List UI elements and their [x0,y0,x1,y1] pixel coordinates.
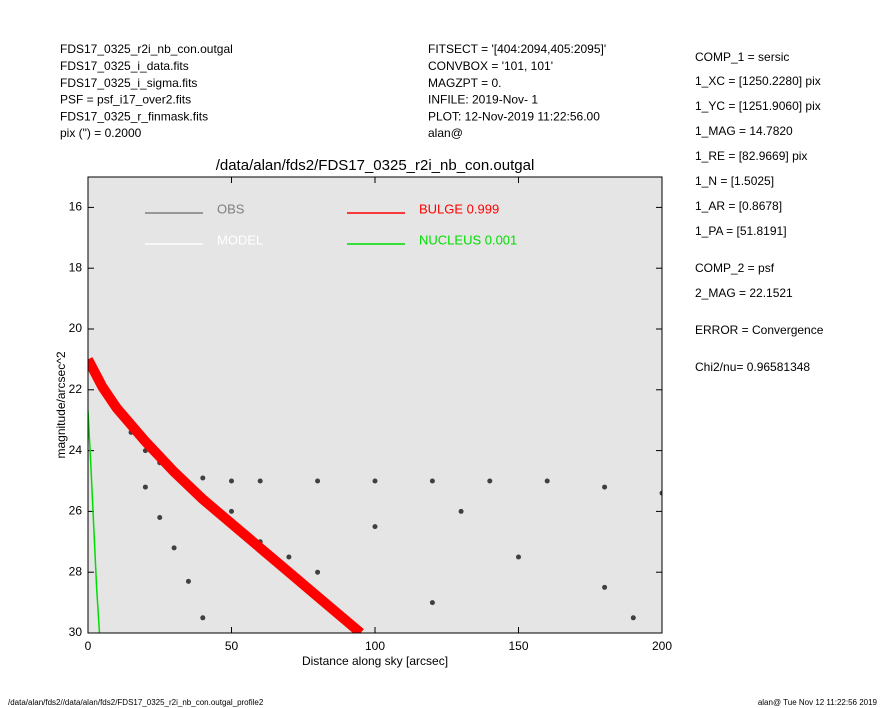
obs-point [229,478,234,484]
fit-parameter: 1_AR = [0.8678] [695,199,782,213]
header-line: CONVBOX = '101, 101' [428,59,553,73]
obs-point [429,478,435,484]
obs-point [630,615,636,621]
fit-parameter: 1_YC = [1251.9060] pix [695,99,821,113]
plot-area [88,177,662,633]
x-tick-label: 100 [365,639,385,653]
obs-point [257,478,263,484]
obs-point [659,490,662,496]
header-line: pix (") = 0.2000 [60,126,142,140]
obs-point [544,478,550,484]
obs-point [458,508,464,514]
x-tick-label: 0 [85,639,92,653]
bulge-profile [88,357,364,633]
chart-title: /data/alan/fds2/FDS17_0325_r2i_nb_con.ou… [216,157,535,174]
y-axis-label: magnitude/arcsec^2 [54,351,68,458]
x-tick-label: 150 [508,639,528,653]
fit-parameter: COMP_1 = sersic [695,50,789,64]
fit-parameter: 1_MAG = 14.7820 [695,124,793,138]
obs-point [286,554,292,560]
fit-parameter: 1_XC = [1250.2280] pix [695,74,821,88]
obs-point [602,484,608,490]
obs-point [372,524,378,530]
fit-parameter: Chi2/nu= 0.96581348 [695,360,810,374]
y-tick-label: 22 [69,382,83,396]
legend-label: OBS [217,201,245,216]
y-tick-label: 28 [69,564,83,578]
obs-point [229,508,234,514]
x-tick-label: 50 [225,639,239,653]
y-tick-label: 26 [69,504,83,518]
x-tick-label: 200 [652,639,672,653]
y-tick-label: 20 [69,321,83,335]
obs-point [372,478,378,484]
y-tick-label: 16 [69,200,83,214]
obs-point [315,569,321,575]
y-tick-label: 18 [69,260,83,274]
y-tick-label: 30 [69,625,83,639]
obs-point [429,600,435,606]
plot-frame [87,176,663,634]
footer-right: alan@ Tue Nov 12 11:22:56 2019 [758,698,878,707]
fit-parameter: 1_PA = [51.8191] [695,224,787,238]
nucleus-profile [88,411,101,633]
footer-left: /data/alan/fds2//data/alan/fds2/FDS17_03… [8,698,264,707]
fit-parameter: 2_MAG = 22.1521 [695,286,793,300]
obs-point [516,554,521,560]
x-axis-label: Distance along sky [arcsec] [302,654,448,668]
fit-parameter: 1_N = [1.5025] [695,174,774,188]
legend-label: MODEL [217,232,263,247]
header-line: INFILE: 2019-Nov- 1 [428,93,538,107]
obs-point [315,478,321,484]
header-line: PLOT: 12-Nov-2019 11:22:56.00 [428,109,600,123]
header-line: FDS17_0325_i_sigma.fits [60,76,197,90]
obs-point [602,584,608,590]
fit-parameter: COMP_2 = psf [695,261,775,275]
fit-parameter: 1_RE = [82.9669] pix [695,149,807,163]
legend-label: NUCLEUS 0.001 [419,232,517,247]
obs-point [185,578,191,584]
header-line: alan@ [428,126,463,140]
obs-point [171,545,177,551]
header-line: MAGZPT = 0. [428,76,501,90]
header-line: FITSECT = '[404:2094,405:2095]' [428,42,606,56]
y-tick-label: 24 [69,443,83,457]
header-line: PSF = psf_i17_over2.fits [60,93,191,107]
fit-parameter: ERROR = Convergence [695,323,824,337]
obs-point [200,615,206,621]
legend-label: BULGE 0.999 [419,201,499,216]
obs-point [200,475,206,481]
obs-point [157,514,163,520]
header-line: FDS17_0325_i_data.fits [60,59,189,73]
header-line: FDS17_0325_r_finmask.fits [60,109,208,123]
header-line: FDS17_0325_r2i_nb_con.outgal [60,42,233,56]
obs-point [142,484,148,490]
obs-point [487,478,493,484]
